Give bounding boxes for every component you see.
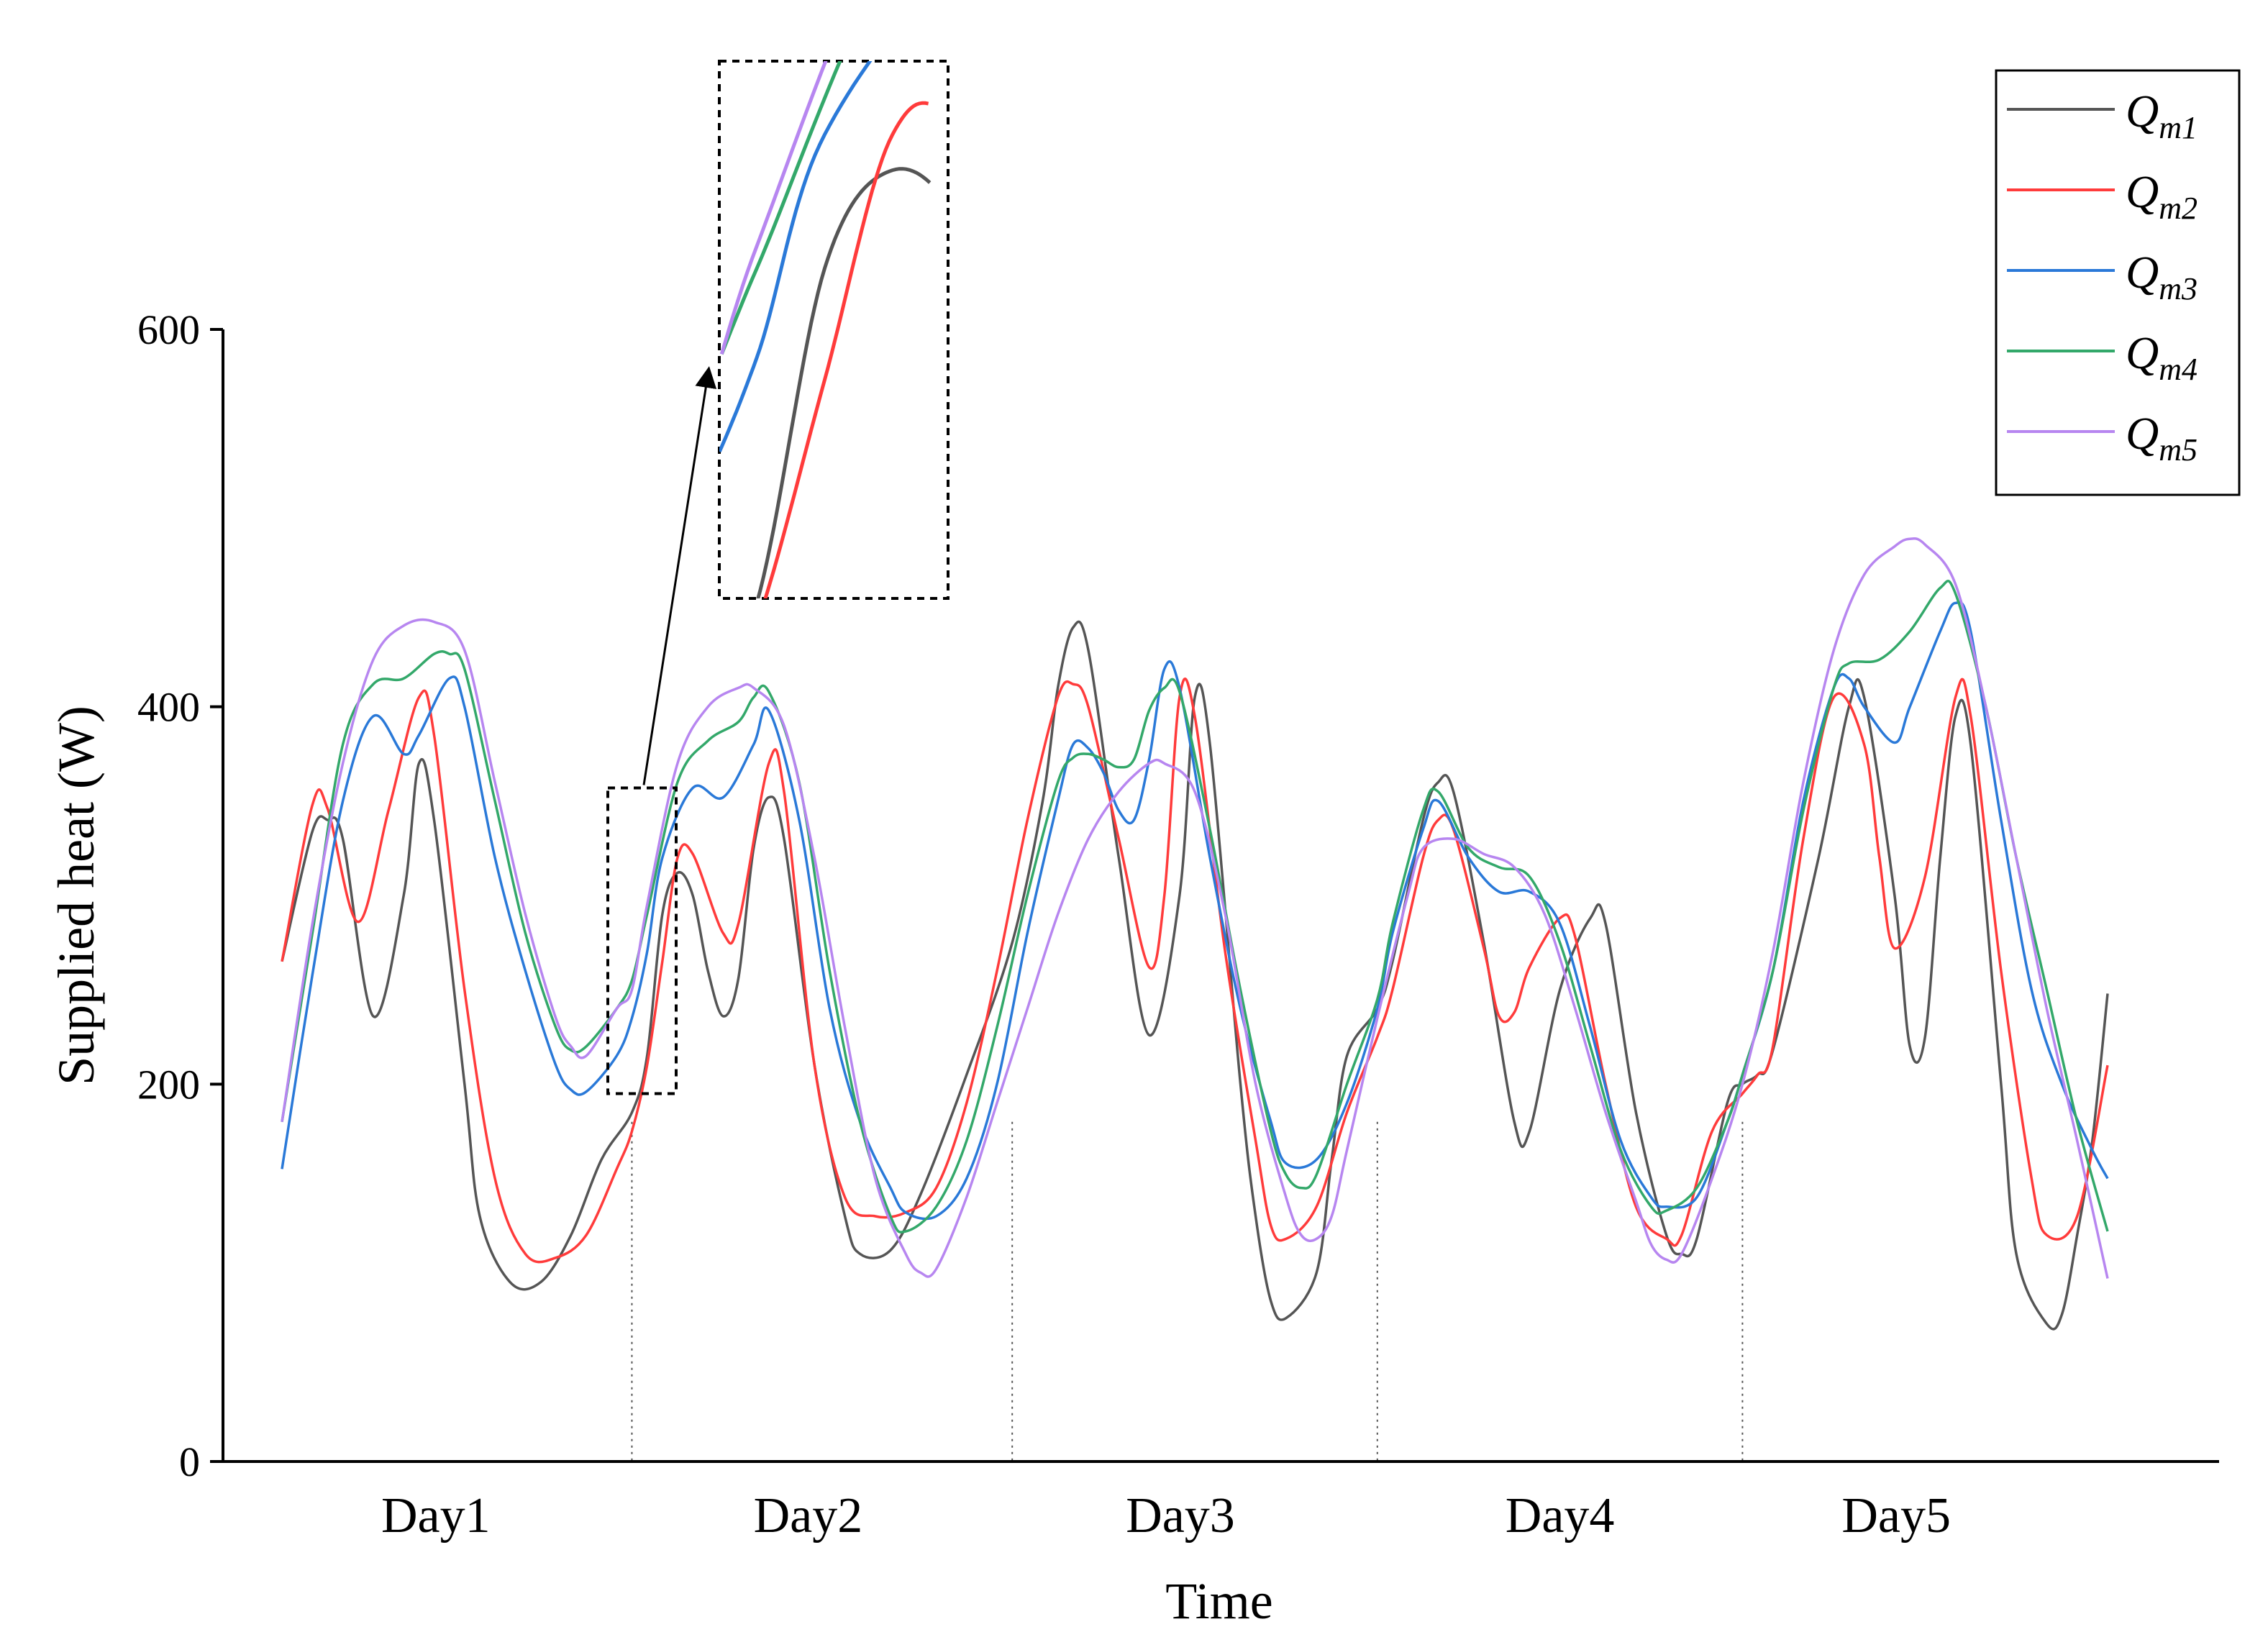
series-line-m2 — [281, 678, 2109, 1264]
series-lines — [281, 537, 2109, 1331]
zoom-annotation — [606, 366, 717, 1095]
inset-series — [719, 61, 932, 598]
y-axis-title: Supplied heat (W) — [47, 706, 105, 1085]
x-category-label-5: Day5 — [1841, 1488, 1951, 1543]
legend-label-m4: Qm4 — [2126, 327, 2198, 387]
x-category-label-1: Day1 — [381, 1488, 491, 1543]
inset-line-m4 — [719, 61, 842, 355]
series-line-m4 — [281, 579, 2109, 1234]
y-tick-label-600: 600 — [137, 306, 200, 353]
inset-line-m5 — [719, 61, 828, 355]
zoom-source-box — [606, 786, 678, 1095]
inset-line-m1 — [756, 167, 932, 598]
zoom-arrow — [642, 366, 717, 785]
axes — [222, 329, 2219, 1463]
x-category-label-3: Day3 — [1126, 1488, 1235, 1543]
legend-label-m5: Qm5 — [2126, 408, 2198, 468]
y-ticks: 0 200 400 600 — [137, 306, 223, 1485]
y-tick-label-400: 400 — [137, 684, 200, 731]
x-category-label-4: Day4 — [1506, 1488, 1615, 1543]
x-category-label-2: Day2 — [754, 1488, 863, 1543]
inset-zoom — [718, 60, 949, 600]
legend-box — [1995, 69, 2241, 496]
series-line-m3 — [281, 601, 2109, 1221]
legend-label-m2: Qm2 — [2126, 166, 2198, 226]
inset-box — [718, 60, 949, 600]
inset-line-m2 — [763, 101, 929, 598]
legend-label-m1: Qm1 — [2126, 86, 2198, 145]
inset-line-m3 — [719, 61, 873, 452]
series-line-m5 — [281, 537, 2109, 1279]
legend-label-m3: Qm3 — [2126, 247, 2198, 306]
x-axis-title: Time — [1165, 1572, 1272, 1630]
y-tick-label-200: 200 — [137, 1061, 200, 1108]
series-line-m1 — [281, 620, 2109, 1331]
day-separators — [631, 1121, 1744, 1462]
legend: Qm1 Qm2 Qm3 Qm4 Qm5 — [1995, 69, 2241, 496]
y-tick-label-0: 0 — [179, 1438, 200, 1485]
x-category-labels: Day1 Day2 Day3 Day4 Day5 — [381, 1488, 1951, 1543]
